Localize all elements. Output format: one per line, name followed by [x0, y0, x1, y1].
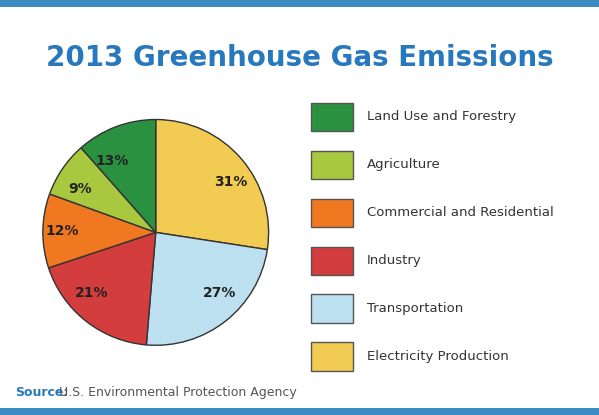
- Text: Industry: Industry: [367, 254, 421, 267]
- Text: 12%: 12%: [46, 225, 79, 238]
- Wedge shape: [50, 148, 156, 232]
- Text: Land Use and Forestry: Land Use and Forestry: [367, 110, 516, 123]
- Text: Electricity Production: Electricity Production: [367, 350, 509, 363]
- Text: U.S. Environmental Protection Agency: U.S. Environmental Protection Agency: [55, 386, 297, 399]
- FancyBboxPatch shape: [311, 295, 353, 323]
- Text: 2013 Greenhouse Gas Emissions: 2013 Greenhouse Gas Emissions: [46, 44, 553, 71]
- Wedge shape: [146, 232, 267, 345]
- Text: Transportation: Transportation: [367, 302, 463, 315]
- Wedge shape: [49, 232, 156, 345]
- Text: Source:: Source:: [15, 386, 68, 399]
- Text: 13%: 13%: [95, 154, 129, 168]
- FancyBboxPatch shape: [311, 198, 353, 227]
- FancyBboxPatch shape: [311, 247, 353, 275]
- FancyBboxPatch shape: [311, 151, 353, 179]
- Text: 31%: 31%: [214, 176, 247, 189]
- Text: 9%: 9%: [69, 182, 92, 196]
- Text: Commercial and Residential: Commercial and Residential: [367, 206, 553, 219]
- FancyBboxPatch shape: [311, 342, 353, 371]
- Text: 21%: 21%: [75, 286, 108, 300]
- Text: 27%: 27%: [203, 286, 237, 300]
- Wedge shape: [156, 120, 268, 249]
- Text: Agriculture: Agriculture: [367, 158, 440, 171]
- FancyBboxPatch shape: [311, 103, 353, 131]
- Wedge shape: [81, 120, 156, 232]
- Wedge shape: [43, 194, 156, 268]
